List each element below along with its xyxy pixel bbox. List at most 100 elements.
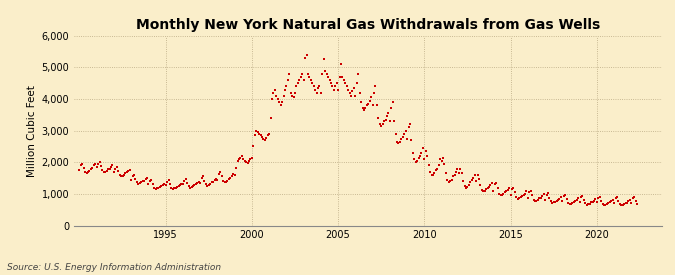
Point: [159, 182, 169, 186]
Point: [193, 180, 204, 184]
Point: [119, 173, 130, 177]
Point: [267, 97, 277, 101]
Point: [557, 199, 568, 203]
Point: [136, 180, 146, 185]
Point: [77, 162, 88, 166]
Point: [477, 188, 487, 192]
Point: [622, 200, 632, 205]
Point: [138, 178, 149, 183]
Point: [180, 177, 191, 181]
Point: [274, 100, 285, 104]
Point: [324, 78, 335, 82]
Point: [115, 174, 126, 179]
Point: [235, 155, 246, 160]
Point: [545, 199, 556, 204]
Point: [236, 154, 247, 158]
Point: [327, 84, 338, 89]
Point: [570, 199, 580, 203]
Point: [632, 202, 643, 207]
Point: [354, 90, 365, 95]
Point: [282, 78, 293, 82]
Point: [124, 168, 135, 172]
Point: [507, 187, 518, 191]
Point: [528, 197, 539, 202]
Point: [370, 84, 381, 89]
Point: [403, 125, 414, 130]
Point: [520, 191, 531, 196]
Point: [97, 168, 108, 172]
Point: [380, 117, 391, 122]
Point: [94, 160, 105, 164]
Point: [167, 187, 178, 191]
Point: [543, 191, 554, 196]
Point: [556, 194, 566, 199]
Point: [185, 185, 196, 190]
Point: [472, 173, 483, 177]
Point: [179, 179, 190, 183]
Point: [151, 187, 161, 191]
Point: [162, 180, 173, 184]
Point: [153, 186, 164, 190]
Point: [541, 192, 552, 197]
Point: [304, 75, 315, 79]
Point: [91, 165, 102, 169]
Point: [504, 185, 514, 190]
Point: [314, 84, 325, 89]
Point: [483, 185, 494, 189]
Point: [127, 174, 138, 179]
Point: [222, 178, 233, 183]
Point: [166, 185, 177, 190]
Point: [578, 198, 589, 202]
Point: [456, 171, 467, 175]
Point: [373, 116, 384, 120]
Point: [109, 169, 119, 174]
Point: [294, 78, 304, 82]
Point: [576, 195, 587, 199]
Point: [516, 194, 527, 198]
Point: [134, 181, 145, 185]
Title: Monthly New York Natural Gas Withdrawals from Gas Wells: Monthly New York Natural Gas Withdrawals…: [136, 18, 600, 32]
Point: [366, 95, 377, 100]
Point: [331, 81, 342, 85]
Point: [132, 180, 142, 184]
Point: [227, 171, 238, 176]
Point: [287, 94, 298, 98]
Point: [481, 187, 491, 191]
Point: [182, 181, 192, 185]
Point: [392, 139, 402, 144]
Point: [99, 169, 109, 174]
Point: [78, 166, 89, 170]
Point: [358, 108, 369, 112]
Point: [521, 189, 532, 194]
Point: [209, 178, 220, 183]
Point: [96, 164, 107, 168]
Point: [410, 160, 421, 164]
Point: [317, 72, 328, 76]
Point: [406, 138, 417, 142]
Point: [259, 138, 270, 142]
Point: [284, 72, 295, 76]
Point: [459, 184, 470, 188]
Point: [560, 193, 570, 197]
Point: [577, 194, 588, 198]
Point: [458, 179, 468, 183]
Point: [511, 195, 522, 199]
Point: [221, 179, 232, 184]
Point: [308, 84, 319, 89]
Point: [601, 202, 612, 206]
Point: [491, 181, 502, 185]
Point: [568, 200, 579, 204]
Point: [319, 57, 329, 62]
Point: [534, 196, 545, 200]
Point: [489, 182, 500, 186]
Point: [307, 81, 318, 85]
Point: [176, 182, 187, 186]
Point: [231, 166, 242, 170]
Point: [390, 131, 401, 136]
Point: [573, 196, 584, 200]
Point: [618, 203, 628, 207]
Point: [505, 192, 516, 197]
Point: [238, 157, 248, 161]
Point: [130, 177, 141, 181]
Point: [432, 166, 443, 171]
